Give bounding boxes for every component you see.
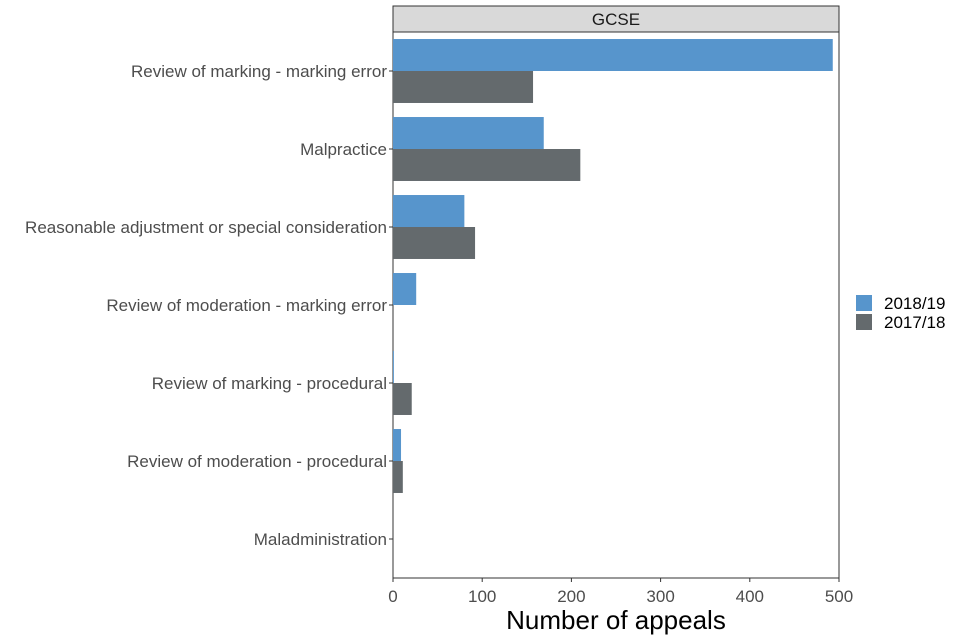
y-axis: Review of marking - marking error Malprac…	[25, 62, 393, 549]
bar-review-of-moderation-marking-error-2018-19	[393, 273, 417, 305]
plot-panel	[392, 31, 840, 579]
bar-review-of-marking-procedural-2017-18	[393, 383, 412, 415]
category-label: Review of moderation - marking error	[106, 296, 387, 315]
facet-strip	[392, 5, 840, 33]
x-tick-label: 200	[557, 587, 585, 606]
x-tick-label: 500	[825, 587, 853, 606]
legend-key-2017-18	[856, 314, 872, 330]
bar-review-of-moderation-procedural-2018-19	[393, 429, 402, 461]
legend-label-2017-18: 2017/18	[884, 313, 945, 332]
x-tick-label: 300	[646, 587, 674, 606]
category-label: Review of moderation - procedural	[127, 452, 387, 471]
category-label: Reasonable adjustment or special conside…	[25, 218, 387, 237]
x-axis-title: Number of appeals	[506, 605, 726, 635]
category-label: Review of marking - marking error	[131, 62, 387, 81]
bars-group	[393, 39, 833, 493]
category-label: Review of marking - procedural	[152, 374, 387, 393]
bar-review-of-marking-marking-error-2017-18	[393, 71, 534, 103]
bar-review-of-marking-marking-error-2018-19	[393, 39, 833, 71]
category-label: Malpractice	[300, 140, 387, 159]
bar-review-of-moderation-procedural-2017-18	[393, 461, 403, 493]
bar-malpractice-2018-19	[393, 117, 544, 149]
bar-malpractice-2017-18	[393, 149, 581, 181]
x-tick-label: 100	[468, 587, 496, 606]
legend-key-2018-19	[856, 295, 872, 311]
facet-strip-label: GCSE	[592, 10, 640, 29]
x-tick-label: 400	[736, 587, 764, 606]
bar-reasonable-adjustment-or-special-consideration-2018-19	[393, 195, 465, 227]
x-axis: 0 100 200 300 400 500	[388, 578, 853, 606]
category-label: Maladministration	[254, 530, 387, 549]
bar-reasonable-adjustment-or-special-consideration-2017-18	[393, 227, 476, 259]
x-tick-label: 0	[388, 587, 397, 606]
bar-review-of-marking-procedural-2018-19	[393, 351, 394, 383]
legend-label-2018-19: 2018/19	[884, 294, 945, 313]
